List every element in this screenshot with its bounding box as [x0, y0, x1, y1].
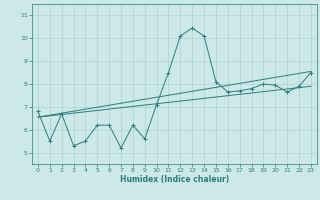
X-axis label: Humidex (Indice chaleur): Humidex (Indice chaleur): [120, 175, 229, 184]
